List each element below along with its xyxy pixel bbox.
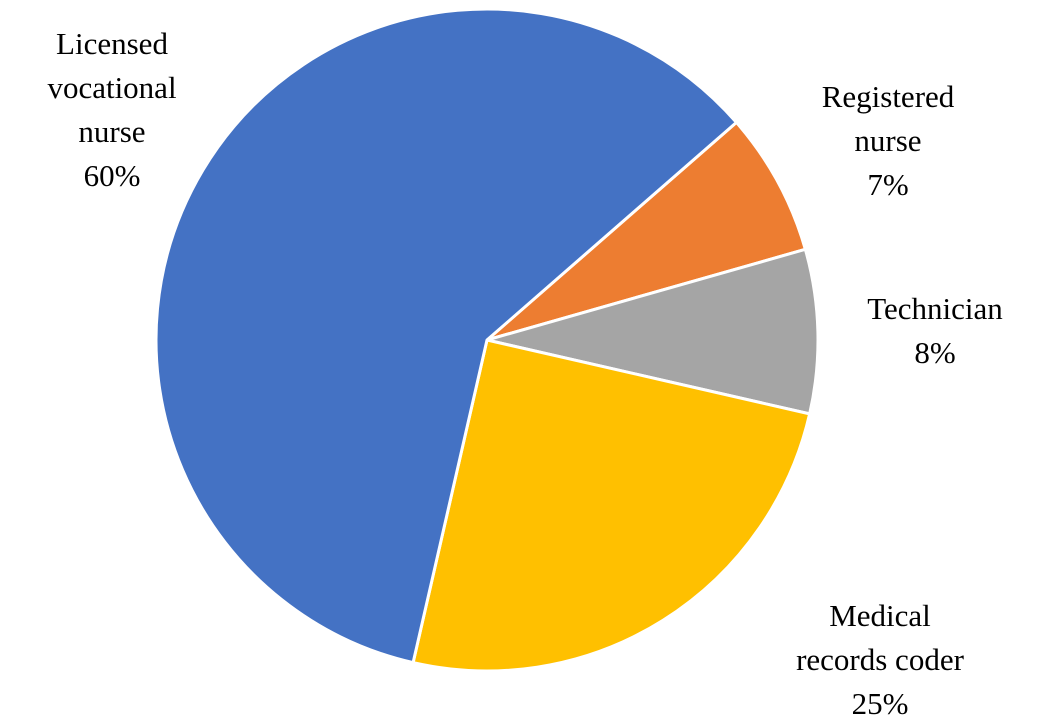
pie-slice (411, 338, 812, 673)
category-label: Registered nurse (821, 79, 955, 158)
value-label: 7% (867, 167, 909, 202)
category-label: Technician (867, 291, 1003, 326)
pie-slice (485, 247, 820, 416)
value-label: 8% (914, 335, 956, 370)
category-label: Licensed vocational nurse (47, 26, 177, 149)
data-label: Licensed vocational nurse 60% (37, 22, 187, 198)
data-label: Registered nurse 7% (808, 75, 968, 207)
data-label: Technician 8% (835, 287, 1035, 375)
data-label: Medical records coder 25% (788, 594, 973, 726)
pie-slice (485, 120, 807, 342)
value-label: 60% (83, 158, 141, 193)
value-label: 25% (851, 686, 909, 721)
category-label: Medical records coder (796, 598, 964, 677)
pie-slice (154, 7, 738, 665)
